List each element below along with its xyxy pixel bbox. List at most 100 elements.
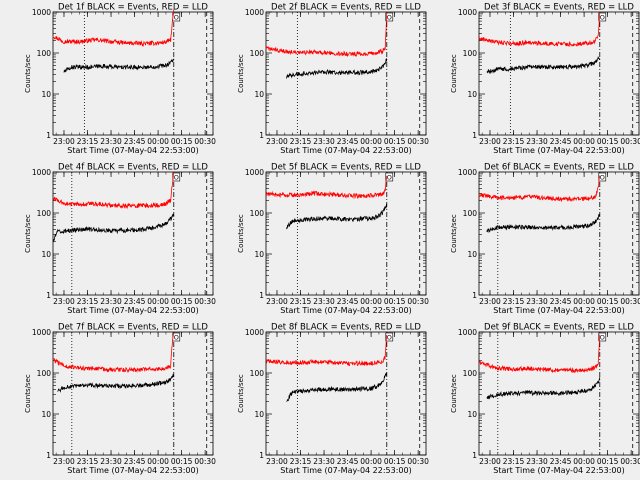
x-axis-label: Start Time (07-May-04 22:53:00) xyxy=(67,146,198,155)
x-tick-label: 00:00 xyxy=(573,297,595,306)
panel-title: Det 9f BLACK = Events, RED = LLD xyxy=(484,323,634,333)
x-tick-label: 00:00 xyxy=(360,297,382,306)
x-tick-label: 23:45 xyxy=(337,457,359,466)
x-tick-label: 00:00 xyxy=(360,457,382,466)
x-tick-label: 23:30 xyxy=(313,137,335,146)
corner-label: O xyxy=(600,334,605,342)
x-tick-label: 23:45 xyxy=(337,297,359,306)
panel-title: Det 1f BLACK = Events, RED = LLD xyxy=(58,3,208,13)
series-line xyxy=(52,333,175,374)
x-tick-label: 23:00 xyxy=(53,297,75,306)
x-axis-label: Start Time (07-May-04 22:53:00) xyxy=(493,306,624,315)
x-tick-label: 00:30 xyxy=(194,297,216,306)
x-tick-label: 23:00 xyxy=(479,457,501,466)
y-tick-label: 10 xyxy=(467,410,477,419)
corner-label-box xyxy=(385,12,394,22)
plot-frame xyxy=(265,331,427,456)
y-axis-label: Counts/sec xyxy=(24,54,32,93)
detector-panel: Det 8f BLACK = Events, RED = LLD 1 10 100 10… xyxy=(237,323,429,476)
panel-title: Det 2f BLACK = Events, RED = LLD xyxy=(271,3,421,13)
x-tick-label: 00:15 xyxy=(597,137,619,146)
series-line xyxy=(486,56,601,75)
y-tick-label: 1 xyxy=(472,451,477,460)
y-axis-label: Counts/sec xyxy=(450,374,458,413)
y-tick-label: 1 xyxy=(472,291,477,300)
y-tick-label: 1 xyxy=(46,131,51,140)
y-tick-label: 100 xyxy=(37,209,52,218)
y-tick-label: 1 xyxy=(472,131,477,140)
x-tick-label: 00:30 xyxy=(407,457,429,466)
plot-frame xyxy=(265,11,427,136)
y-axis-label: Counts/sec xyxy=(450,54,458,93)
y-tick-label: 10 xyxy=(467,90,477,99)
x-axis-label: Start Time (07-May-04 22:53:00) xyxy=(67,306,198,315)
y-tick-label: 1000 xyxy=(458,328,477,337)
corner-label: O xyxy=(174,14,179,22)
y-tick-label: 1000 xyxy=(32,168,51,177)
y-tick-label: 10 xyxy=(41,250,51,259)
x-tick-label: 23:00 xyxy=(479,297,501,306)
y-tick-label: 100 xyxy=(463,49,478,58)
detector-panel: Det 4f BLACK = Events, RED = LLD 1 10 100 10… xyxy=(24,163,216,316)
y-tick-label: 1 xyxy=(259,131,264,140)
series-line xyxy=(478,334,601,374)
x-tick-label: 23:15 xyxy=(77,137,99,146)
y-tick-label: 1 xyxy=(46,451,51,460)
y-tick-label: 10 xyxy=(467,250,477,259)
x-axis-label: Start Time (07-May-04 22:53:00) xyxy=(280,466,411,475)
corner-label-box xyxy=(385,172,394,182)
series-line xyxy=(265,175,388,200)
corner-label-box xyxy=(172,172,181,182)
x-axis-label: Start Time (07-May-04 22:53:00) xyxy=(493,146,624,155)
series-line xyxy=(52,213,175,243)
y-axis-label: Counts/sec xyxy=(237,54,245,93)
corner-label-box xyxy=(598,12,607,22)
x-tick-label: 00:00 xyxy=(360,137,382,146)
y-tick-label: 1 xyxy=(259,291,264,300)
x-tick-label: 23:30 xyxy=(100,137,122,146)
x-tick-label: 23:00 xyxy=(266,297,288,306)
y-tick-label: 1000 xyxy=(245,168,264,177)
x-tick-label: 23:00 xyxy=(266,457,288,466)
x-tick-label: 23:00 xyxy=(53,137,75,146)
x-tick-label: 23:15 xyxy=(503,457,525,466)
y-tick-label: 100 xyxy=(463,209,478,218)
series-line xyxy=(286,372,388,402)
x-tick-label: 00:30 xyxy=(194,137,216,146)
x-axis-label: Start Time (07-May-04 22:53:00) xyxy=(280,146,411,155)
y-tick-label: 10 xyxy=(254,250,264,259)
x-tick-label: 23:30 xyxy=(313,297,335,306)
x-tick-label: 23:30 xyxy=(526,137,548,146)
y-axis-label: Counts/sec xyxy=(237,374,245,413)
x-tick-label: 23:15 xyxy=(290,457,312,466)
y-tick-label: 1000 xyxy=(458,168,477,177)
x-tick-label: 23:45 xyxy=(550,137,572,146)
plot-frame xyxy=(52,331,214,456)
x-tick-label: 23:45 xyxy=(124,297,146,306)
x-tick-label: 23:45 xyxy=(337,137,359,146)
y-tick-label: 10 xyxy=(41,410,51,419)
x-tick-label: 00:15 xyxy=(597,457,619,466)
detector-panel: Det 3f BLACK = Events, RED = LLD 1 10 100 10… xyxy=(450,3,640,156)
x-tick-label: 00:00 xyxy=(573,457,595,466)
y-tick-label: 1000 xyxy=(32,8,51,17)
x-tick-label: 23:45 xyxy=(124,137,146,146)
y-tick-label: 10 xyxy=(41,90,51,99)
x-tick-label: 23:00 xyxy=(266,137,288,146)
y-tick-label: 1000 xyxy=(458,8,477,17)
series-line xyxy=(486,377,601,400)
panel-title: Det 6f BLACK = Events, RED = LLD xyxy=(484,163,634,173)
x-tick-label: 23:45 xyxy=(550,457,572,466)
panel-title: Det 7f BLACK = Events, RED = LLD xyxy=(58,323,208,333)
y-tick-label: 100 xyxy=(37,369,52,378)
x-tick-label: 00:30 xyxy=(194,457,216,466)
y-tick-label: 100 xyxy=(250,49,265,58)
plot-frame xyxy=(52,11,214,136)
series-line xyxy=(265,12,388,58)
x-tick-label: 00:30 xyxy=(620,137,640,146)
panel-title: Det 4f BLACK = Events, RED = LLD xyxy=(58,163,208,173)
corner-label: O xyxy=(387,174,392,182)
corner-label: O xyxy=(174,174,179,182)
corner-label-box xyxy=(598,172,607,182)
